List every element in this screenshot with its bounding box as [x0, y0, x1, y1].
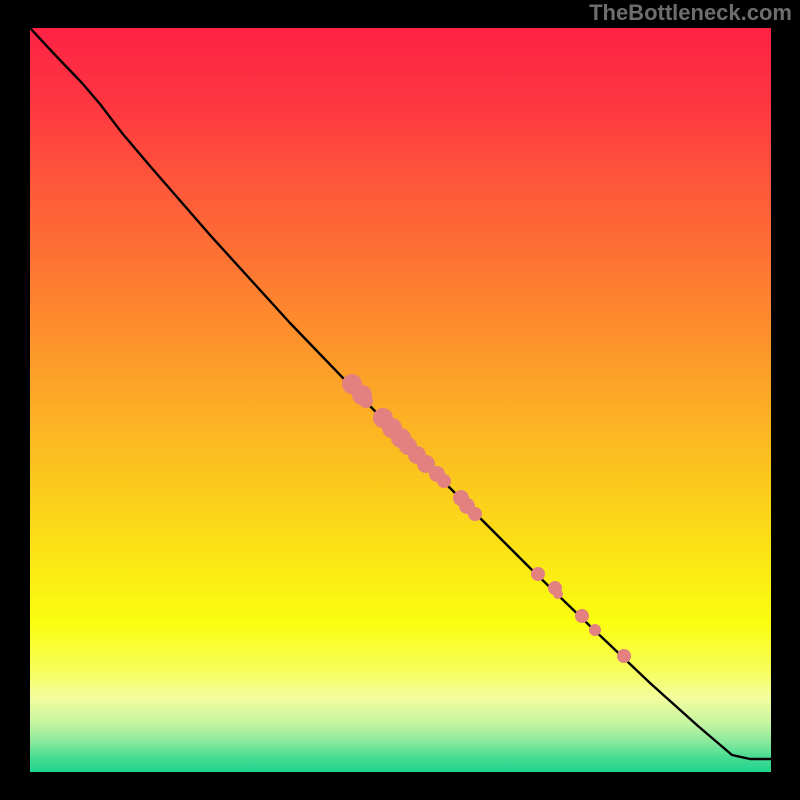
chart-plot-area — [30, 28, 771, 772]
watermark-text: TheBottleneck.com — [589, 0, 792, 26]
data-point — [617, 649, 631, 663]
data-point — [468, 507, 482, 521]
data-point — [359, 394, 373, 408]
data-point — [553, 589, 563, 599]
chart-line-svg — [30, 28, 771, 772]
data-point — [575, 609, 589, 623]
data-point — [531, 567, 545, 581]
data-point — [589, 624, 601, 636]
data-curve — [30, 28, 771, 759]
data-point — [437, 474, 451, 488]
